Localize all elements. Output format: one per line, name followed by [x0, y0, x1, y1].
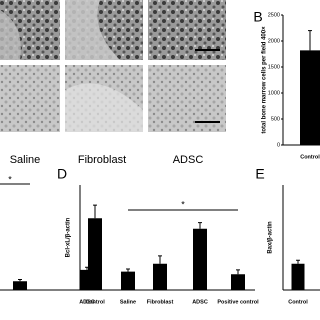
micrographs — [0, 0, 226, 132]
caption: Fibroblast — [78, 154, 126, 166]
y-tick-label: 1500 — [268, 64, 280, 70]
x-tick-label: Control — [288, 299, 308, 305]
x-tick-label: Control — [85, 299, 105, 305]
y-axis-label: total bone marrow cells per field 400× — [262, 26, 268, 134]
bar — [121, 271, 135, 290]
bar — [153, 263, 167, 290]
bar — [291, 263, 305, 290]
panel-label: D — [57, 166, 67, 182]
annotation: * — [181, 199, 185, 209]
x-tick-label: Control — [300, 154, 320, 160]
bar — [193, 228, 207, 290]
y-tick-label: 2000 — [268, 38, 280, 44]
y-tick-label: 2500 — [268, 12, 280, 18]
x-tick-label: ADSC — [79, 299, 95, 305]
x-tick-label: Saline — [120, 299, 136, 305]
caption: Saline — [10, 154, 41, 166]
y-tick-label: 1000 — [268, 90, 280, 96]
panel-label: B — [253, 9, 262, 25]
bar — [80, 269, 94, 290]
x-tick-label: Positive control — [217, 299, 259, 305]
y-tick-label: 500 — [271, 116, 280, 122]
bar — [300, 50, 320, 145]
y-axis-label: Bcl-xL/β-actin — [66, 217, 72, 257]
bar — [231, 274, 245, 290]
x-tick-label: Fibroblast — [147, 299, 174, 305]
y-axis-label: Bax/β-actin — [268, 221, 274, 254]
y-tick-label: 0 — [277, 142, 280, 148]
annotation: * — [8, 174, 12, 184]
bar — [13, 281, 27, 290]
x-tick-label: ADSC — [192, 299, 208, 305]
panel-label: E — [255, 166, 264, 182]
caption: ADSC — [173, 154, 204, 166]
